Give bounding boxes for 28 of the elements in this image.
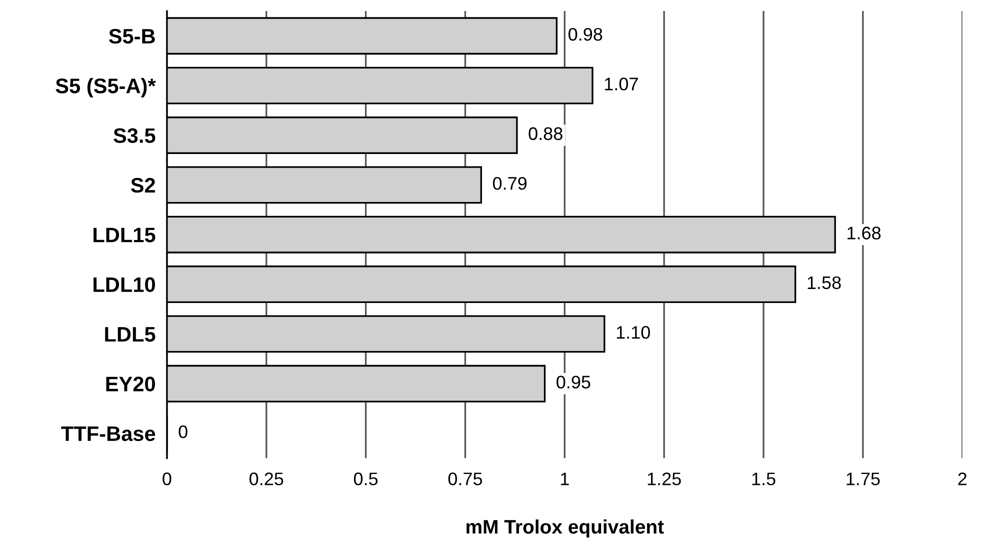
y-tick-label: TTF-Base: [61, 426, 156, 442]
data-label: 0.88: [528, 127, 562, 140]
y-tick-label: LDL5: [105, 327, 156, 342]
y-tick-label: LDL10: [94, 277, 155, 292]
data-label: 0.79: [492, 176, 527, 190]
x-axis-title: mM Trolox equivalent: [466, 519, 664, 538]
y-tick-label: EY20: [106, 376, 155, 392]
y-tick-label: S3.5: [114, 128, 156, 144]
x-tick-label: 1: [561, 472, 569, 486]
y-tick-label: S5 (S5-A)*: [56, 78, 156, 98]
x-tick-label: 0.75: [448, 472, 482, 486]
data-label: 1.68: [848, 226, 881, 240]
x-tick-label: 0.25: [250, 472, 284, 486]
x-tick-label: 2: [958, 472, 966, 486]
data-label: 1.58: [808, 276, 841, 290]
data-label: 0: [178, 425, 188, 438]
y-tick-label: S5-B: [108, 28, 155, 44]
data-label: 1.07: [604, 78, 638, 90]
data-label: 0.98: [568, 28, 602, 41]
y-tick-label: S2: [130, 178, 155, 193]
data-label: 1.10: [616, 326, 650, 339]
x-tick-label: 1.25: [648, 472, 681, 486]
x-tick-label: 0.5: [354, 472, 378, 486]
x-tick-label: 1.5: [752, 472, 776, 486]
x-tick-label: 1.75: [846, 472, 880, 486]
x-tick-label: 0: [162, 472, 172, 486]
y-tick-label: LDL15: [94, 228, 156, 242]
data-label: 0.95: [556, 376, 590, 388]
